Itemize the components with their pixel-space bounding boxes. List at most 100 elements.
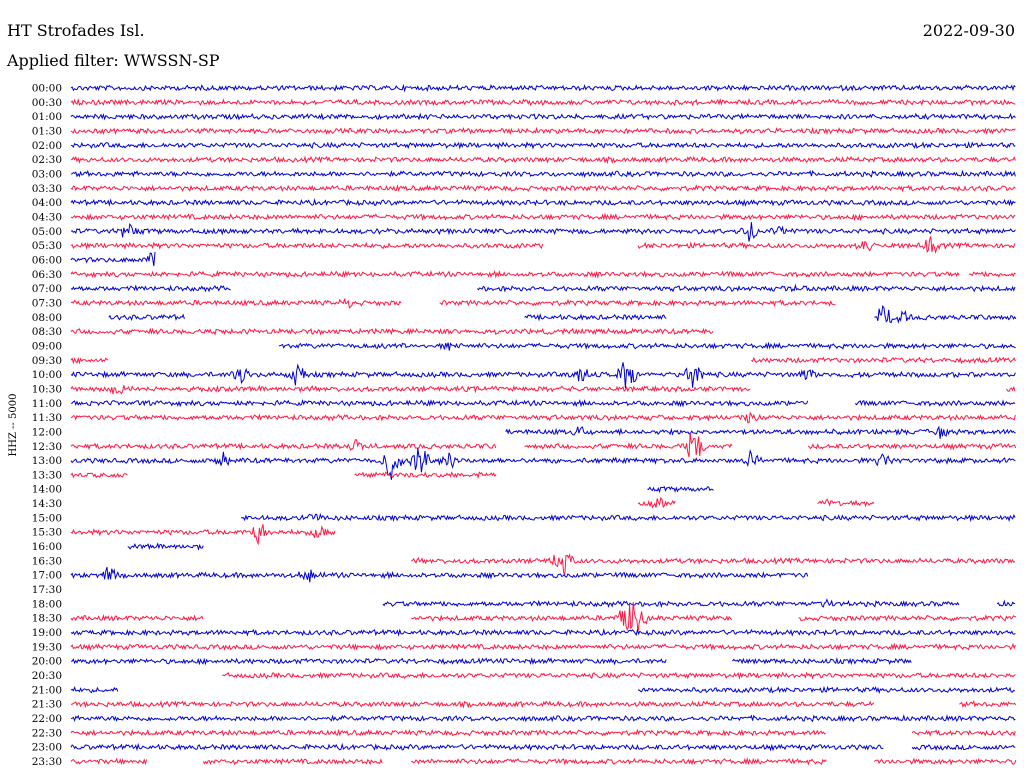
time-label-1200: 12:00 xyxy=(32,426,62,438)
station-title: HT Strofades Isl. xyxy=(7,21,145,40)
trace-0430-seg-0 xyxy=(70,212,1016,222)
time-label-1330: 13:30 xyxy=(32,469,62,481)
time-label-0400: 04:00 xyxy=(32,197,62,209)
time-label-1800: 18:00 xyxy=(32,598,62,610)
time-label-0630: 06:30 xyxy=(32,269,62,281)
time-label-2200: 22:00 xyxy=(32,713,62,725)
trace-0730-seg-1 xyxy=(439,298,836,308)
time-label-2300: 23:00 xyxy=(32,742,62,754)
time-label-0300: 03:00 xyxy=(32,168,62,180)
trace-0630-seg-0 xyxy=(70,269,960,279)
seismic-traces xyxy=(70,83,1017,766)
trace-0800-seg-1 xyxy=(524,312,667,322)
time-label-1430: 14:30 xyxy=(32,498,62,510)
trace-1230-seg-0 xyxy=(70,438,497,452)
trace-0300-seg-0 xyxy=(70,169,1016,178)
trace-2130-seg-0 xyxy=(71,700,875,709)
trace-2100-seg-0 xyxy=(70,686,119,694)
trace-0230-seg-0 xyxy=(70,155,1016,165)
trace-0130-seg-0 xyxy=(70,126,1016,136)
time-label-0230: 02:30 xyxy=(32,154,62,166)
time-label-1030: 10:30 xyxy=(32,383,62,395)
trace-2200-seg-0 xyxy=(70,713,1016,723)
time-label-0430: 04:30 xyxy=(32,211,62,223)
trace-1930-seg-0 xyxy=(70,642,1016,652)
trace-1100-seg-0 xyxy=(70,398,809,408)
trace-2000-seg-1 xyxy=(732,657,912,666)
trace-1300-seg-0 xyxy=(70,448,1016,480)
trace-0930-seg-1 xyxy=(751,356,1016,365)
trace-1700-seg-0 xyxy=(70,567,809,583)
trace-1430-seg-1 xyxy=(817,498,875,508)
time-label-1400: 14:00 xyxy=(32,484,62,496)
trace-1800-seg-1 xyxy=(996,599,1016,607)
time-label-2100: 21:00 xyxy=(32,684,62,696)
time-label-1600: 16:00 xyxy=(32,541,62,553)
trace-0400-seg-0 xyxy=(70,198,1016,207)
trace-0330-seg-0 xyxy=(70,184,1016,193)
trace-1330-seg-0 xyxy=(70,472,128,479)
trace-1130-seg-0 xyxy=(70,411,1016,424)
y-axis-label: HHZ -- 5000 xyxy=(8,394,19,457)
trace-0630-seg-1 xyxy=(968,270,1016,278)
time-label-1900: 19:00 xyxy=(32,627,62,639)
trace-1030-seg-1 xyxy=(1006,385,1016,393)
trace-0800-seg-2 xyxy=(874,304,1017,324)
time-label-0700: 07:00 xyxy=(32,283,62,295)
trace-1430-seg-0 xyxy=(637,496,676,509)
trace-0800-seg-0 xyxy=(108,313,185,322)
trace-2330-seg-0 xyxy=(70,757,148,766)
trace-0200-seg-0 xyxy=(70,141,1016,150)
time-tick-labels: 00:00 00:30 01:00 01:30 02:00 02:30 03:00 03:30… xyxy=(32,83,62,769)
trace-2330-seg-3 xyxy=(873,757,1017,766)
trace-1230-seg-2 xyxy=(807,442,1017,451)
time-label-1300: 13:00 xyxy=(32,455,62,467)
trace-1530-seg-0 xyxy=(70,524,336,546)
time-label-0600: 06:00 xyxy=(32,254,62,266)
time-label-0130: 01:30 xyxy=(32,125,62,137)
trace-1100-seg-1 xyxy=(854,399,1016,407)
trace-1200-seg-0 xyxy=(505,425,1016,439)
time-label-2130: 21:30 xyxy=(32,699,62,711)
time-label-1530: 15:30 xyxy=(32,527,62,539)
trace-0830-seg-0 xyxy=(70,327,714,336)
trace-0700-seg-1 xyxy=(476,283,1016,293)
trace-2000-seg-0 xyxy=(70,656,667,666)
time-label-1830: 18:30 xyxy=(32,613,62,625)
trace-2300-seg-1 xyxy=(911,744,1016,752)
time-label-0000: 00:00 xyxy=(32,83,62,95)
trace-2100-seg-1 xyxy=(637,685,1016,694)
trace-1000-seg-0 xyxy=(70,362,1016,389)
time-label-0330: 03:30 xyxy=(32,183,62,195)
time-label-1930: 19:30 xyxy=(32,641,62,653)
time-label-2000: 20:00 xyxy=(32,656,62,668)
time-label-0100: 01:00 xyxy=(32,111,62,123)
time-label-0830: 08:30 xyxy=(32,326,62,338)
time-label-1700: 17:00 xyxy=(32,570,62,582)
time-label-0500: 05:00 xyxy=(32,226,62,238)
time-label-0900: 09:00 xyxy=(32,340,62,352)
date-label: 2022-09-30 xyxy=(923,21,1015,40)
trace-0030-seg-0 xyxy=(70,97,1016,107)
time-label-0730: 07:30 xyxy=(32,297,62,309)
time-label-0530: 05:30 xyxy=(32,240,62,252)
time-label-1100: 11:00 xyxy=(32,398,62,410)
time-label-1730: 17:30 xyxy=(32,584,62,596)
time-label-1000: 10:00 xyxy=(32,369,62,381)
trace-0500-seg-0 xyxy=(70,222,1016,242)
trace-2300-seg-0 xyxy=(70,742,884,752)
trace-2230-seg-0 xyxy=(70,728,826,737)
trace-1630-seg-0 xyxy=(411,553,1016,576)
trace-0600-seg-0 xyxy=(70,251,156,267)
trace-0530-seg-0 xyxy=(70,241,544,250)
trace-0730-seg-0 xyxy=(70,298,402,309)
time-label-0930: 09:30 xyxy=(32,355,62,367)
trace-2030-seg-0 xyxy=(222,671,1016,680)
trace-1330-seg-1 xyxy=(354,471,497,480)
time-label-0800: 08:00 xyxy=(32,312,62,324)
time-label-1630: 16:30 xyxy=(32,555,62,567)
time-label-2330: 23:30 xyxy=(32,756,62,768)
filter-label: Applied filter: WWSSN-SP xyxy=(6,51,220,70)
trace-0100-seg-0 xyxy=(70,112,1016,121)
trace-0000-seg-0 xyxy=(70,83,1016,93)
